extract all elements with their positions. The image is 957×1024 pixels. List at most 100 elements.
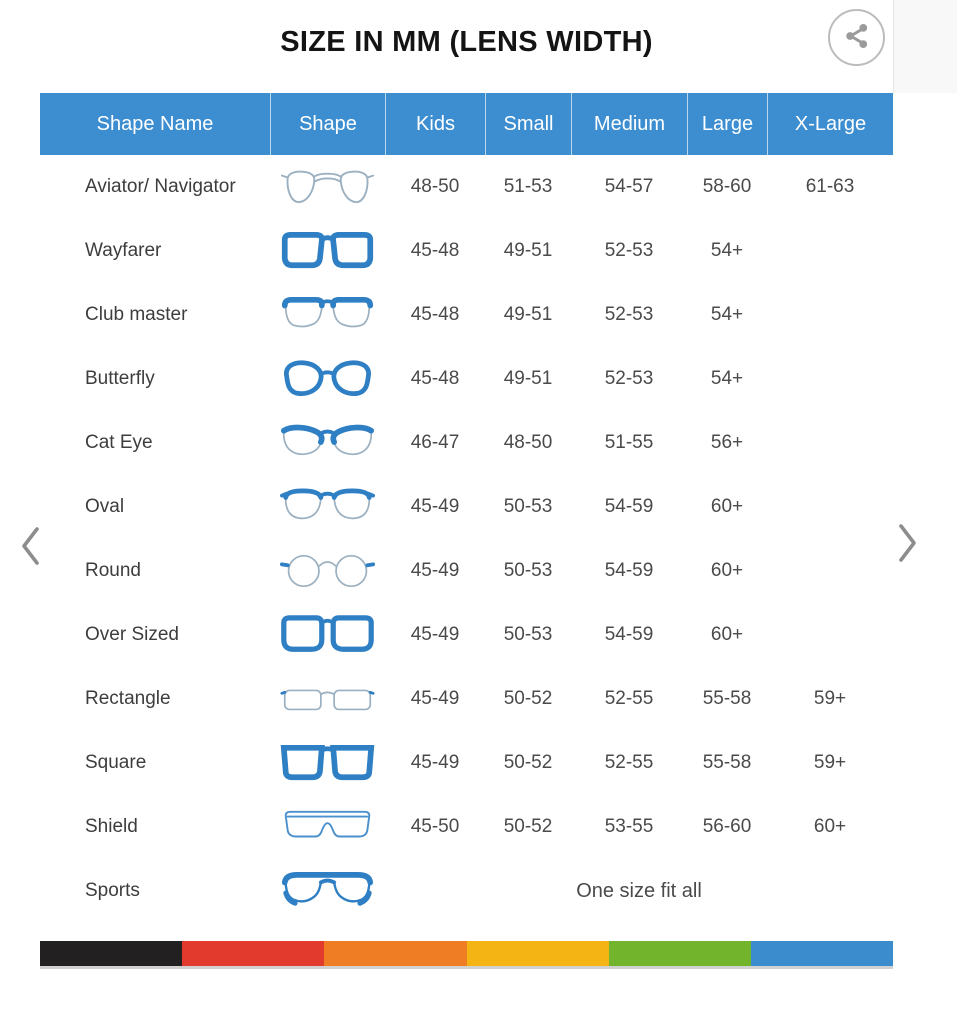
table-row: Square 45-49 50-52 52-55 55-58 59+ xyxy=(40,731,893,795)
size-value: 54-59 xyxy=(604,624,654,645)
size-value: 56+ xyxy=(710,432,744,453)
carousel-next-button[interactable] xyxy=(896,523,919,566)
column-header-shape-name: Shape Name xyxy=(96,112,214,135)
stripe-segment xyxy=(750,941,894,966)
size-value: 60+ xyxy=(813,816,847,837)
share-button[interactable] xyxy=(828,9,885,66)
table-row: Aviator/ Navigator 48-50 51-53 54-57 58-60 6… xyxy=(40,155,893,219)
stripe-segment xyxy=(324,941,467,966)
table-header-row: Shape Name Shape Kids Small Medium Large… xyxy=(40,93,893,155)
size-value: 51-55 xyxy=(604,432,654,453)
oval-glasses-icon xyxy=(270,486,385,528)
rectangle-glasses-icon xyxy=(270,678,385,720)
chevron-right-icon xyxy=(896,523,919,566)
size-value: 49-51 xyxy=(503,240,553,261)
stripe-segment xyxy=(466,941,609,966)
size-value: 54-57 xyxy=(604,176,654,197)
column-header-x-large: X-Large xyxy=(767,93,893,155)
page-title: SIZE IN MM (LENS WIDTH) xyxy=(280,26,653,58)
size-value: 46-47 xyxy=(410,432,460,453)
share-icon xyxy=(842,21,872,54)
column-header-large: Large xyxy=(687,93,767,155)
square-glasses-icon xyxy=(270,742,385,784)
shape-name-label: Rectangle xyxy=(85,688,171,709)
carousel-prev-button[interactable] xyxy=(19,526,42,569)
size-value: 45-49 xyxy=(410,688,460,709)
table-row: Round 45-49 50-53 54-59 60+ xyxy=(40,539,893,603)
size-value: 54+ xyxy=(710,240,744,261)
size-value: 55-58 xyxy=(702,752,752,773)
size-value: 60+ xyxy=(710,560,744,581)
size-value: 50-52 xyxy=(503,752,553,773)
size-value: 54+ xyxy=(710,368,744,389)
table-row: Rectangle 45-49 50-52 52-55 55-58 59+ xyxy=(40,667,893,731)
table-body: Aviator/ Navigator 48-50 51-53 54-57 58-60 6… xyxy=(40,155,893,923)
shape-name-label: Sports xyxy=(85,880,140,901)
shield-glasses-icon xyxy=(270,806,385,848)
table-row: Club master 45-48 49-51 52-53 54+ xyxy=(40,283,893,347)
size-value: 54+ xyxy=(710,304,744,325)
aviator-glasses-icon xyxy=(270,166,385,208)
wayfarer-glasses-icon xyxy=(270,230,385,272)
size-value: 49-51 xyxy=(503,304,553,325)
shape-name-label: Round xyxy=(85,560,141,581)
shape-name-label: Butterfly xyxy=(85,368,155,389)
shape-name-label: Wayfarer xyxy=(85,240,162,261)
size-value: 52-53 xyxy=(604,240,654,261)
stripe-segment xyxy=(608,941,751,966)
column-header-shape: Shape xyxy=(270,93,385,155)
table-row: Wayfarer 45-48 49-51 52-53 54+ xyxy=(40,219,893,283)
table-row: Over Sized 45-49 50-53 54-59 60+ xyxy=(40,603,893,667)
size-value: 50-52 xyxy=(503,816,553,837)
size-value: 45-49 xyxy=(410,560,460,581)
size-value: 54-59 xyxy=(604,496,654,517)
size-value: 51-53 xyxy=(503,176,553,197)
clubmaster-glasses-icon xyxy=(270,294,385,336)
shape-name-label: Square xyxy=(85,752,147,773)
size-value: 52-53 xyxy=(604,368,654,389)
shape-name-label: Club master xyxy=(85,304,188,325)
size-value: 45-50 xyxy=(410,816,460,837)
column-header-small: Small xyxy=(485,93,571,155)
round-glasses-icon xyxy=(270,550,385,592)
size-value: 61-63 xyxy=(805,176,855,197)
shape-name-label: Over Sized xyxy=(85,624,179,645)
sports-glasses-icon xyxy=(270,870,385,912)
size-value: 50-53 xyxy=(503,496,553,517)
table-row: Cat Eye 46-47 48-50 51-55 56+ xyxy=(40,411,893,475)
size-value: 54-59 xyxy=(604,560,654,581)
oversized-glasses-icon xyxy=(270,614,385,656)
size-value: 45-48 xyxy=(410,240,460,261)
size-value: 52-53 xyxy=(604,304,654,325)
column-header-medium: Medium xyxy=(571,93,687,155)
stripe-segment xyxy=(182,941,325,966)
size-value: 49-51 xyxy=(503,368,553,389)
size-value: 48-50 xyxy=(503,432,553,453)
butterfly-glasses-icon xyxy=(270,358,385,400)
page-edge-strip xyxy=(893,0,957,93)
size-value: 45-48 xyxy=(410,368,460,389)
table-row: Oval 45-49 50-53 54-59 60+ xyxy=(40,475,893,539)
size-value: 58-60 xyxy=(702,176,752,197)
size-value: 45-49 xyxy=(410,496,460,517)
size-value: 50-53 xyxy=(503,624,553,645)
size-value: 59+ xyxy=(813,752,847,773)
size-value: 45-48 xyxy=(410,304,460,325)
size-value: 55-58 xyxy=(702,688,752,709)
size-value: 52-55 xyxy=(604,752,654,773)
one-size-note: One size fit all xyxy=(576,879,702,902)
column-header-kids: Kids xyxy=(385,93,485,155)
size-value: 60+ xyxy=(710,496,744,517)
table-row: Shield 45-50 50-52 53-55 56-60 60+ xyxy=(40,795,893,859)
size-value: 52-55 xyxy=(604,688,654,709)
table-row: Sports One size fit all xyxy=(40,859,893,923)
shape-name-label: Shield xyxy=(85,816,138,837)
size-value: 60+ xyxy=(710,624,744,645)
table-row: Butterfly 45-48 49-51 52-53 54+ xyxy=(40,347,893,411)
size-value: 50-52 xyxy=(503,688,553,709)
chevron-left-icon xyxy=(19,526,42,569)
cateye-glasses-icon xyxy=(270,422,385,464)
size-value: 45-49 xyxy=(410,624,460,645)
size-value: 59+ xyxy=(813,688,847,709)
